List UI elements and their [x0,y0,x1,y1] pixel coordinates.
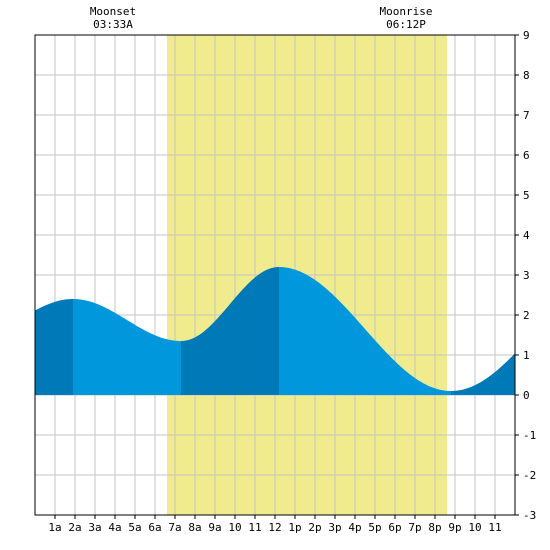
y-tick-labels: -3 -2 -1 0 1 2 3 4 5 6 7 8 9 [515,29,536,522]
x-tick-label: 11 [248,521,261,534]
x-tick-label: 9p [448,521,461,534]
x-tick-label: 12 [268,521,281,534]
moon-event-name: Moonrise [380,5,433,18]
x-tick-label: 8p [428,521,441,534]
grid-layer [34,34,516,516]
tide-area-segment [181,267,279,395]
x-tick-label: 3p [328,521,341,534]
x-tick-label: 1p [288,521,301,534]
tide-area-segment [279,267,451,395]
x-tick-label: 9a [208,521,221,534]
tide-area-segment [451,353,515,395]
y-tick-label: 5 [523,189,530,202]
x-tick-label: 5p [368,521,381,534]
y-tick-label: 1 [523,349,530,362]
x-tick-label: 3a [88,521,101,534]
x-tick-label: 11 [488,521,501,534]
moon-event-time: 03:33A [93,18,133,31]
tide-area-layer [35,267,515,395]
y-tick-label: 6 [523,149,530,162]
x-tick-label: 4p [348,521,361,534]
tide-area-segment [35,299,73,395]
y-tick-label: 7 [523,109,530,122]
x-tick-label: 5a [128,521,141,534]
x-tick-labels: 1a 2a 3a 4a 5a 6a 7a 8a 9a 10 11 12 1p 2p 3p 4p 5p 6p 7p 8p… [48,515,502,534]
x-tick-label: 7p [408,521,421,534]
y-tick-label: -1 [523,429,536,442]
x-tick-label: 2p [308,521,321,534]
x-tick-label: 2a [68,521,81,534]
moon-event-time: 06:12P [386,18,426,31]
y-tick-label: -3 [523,509,536,522]
y-tick-label: 8 [523,69,530,82]
y-tick-label: 3 [523,269,530,282]
moon-event-name: Moonset [90,5,136,18]
x-tick-label: 4a [108,521,121,534]
x-tick-label: 6p [388,521,401,534]
x-tick-label: 1a [48,521,61,534]
x-tick-label: 10 [468,521,481,534]
y-tick-label: 0 [523,389,530,402]
y-tick-label: 9 [523,29,530,42]
tide-area-segment [73,299,181,395]
x-tick-label: 6a [148,521,161,534]
x-tick-label: 10 [228,521,241,534]
y-tick-label: 2 [523,309,530,322]
x-tick-label: 8a [188,521,201,534]
y-tick-label: 4 [523,229,530,242]
x-tick-label: 7a [168,521,181,534]
y-tick-label: -2 [523,469,536,482]
